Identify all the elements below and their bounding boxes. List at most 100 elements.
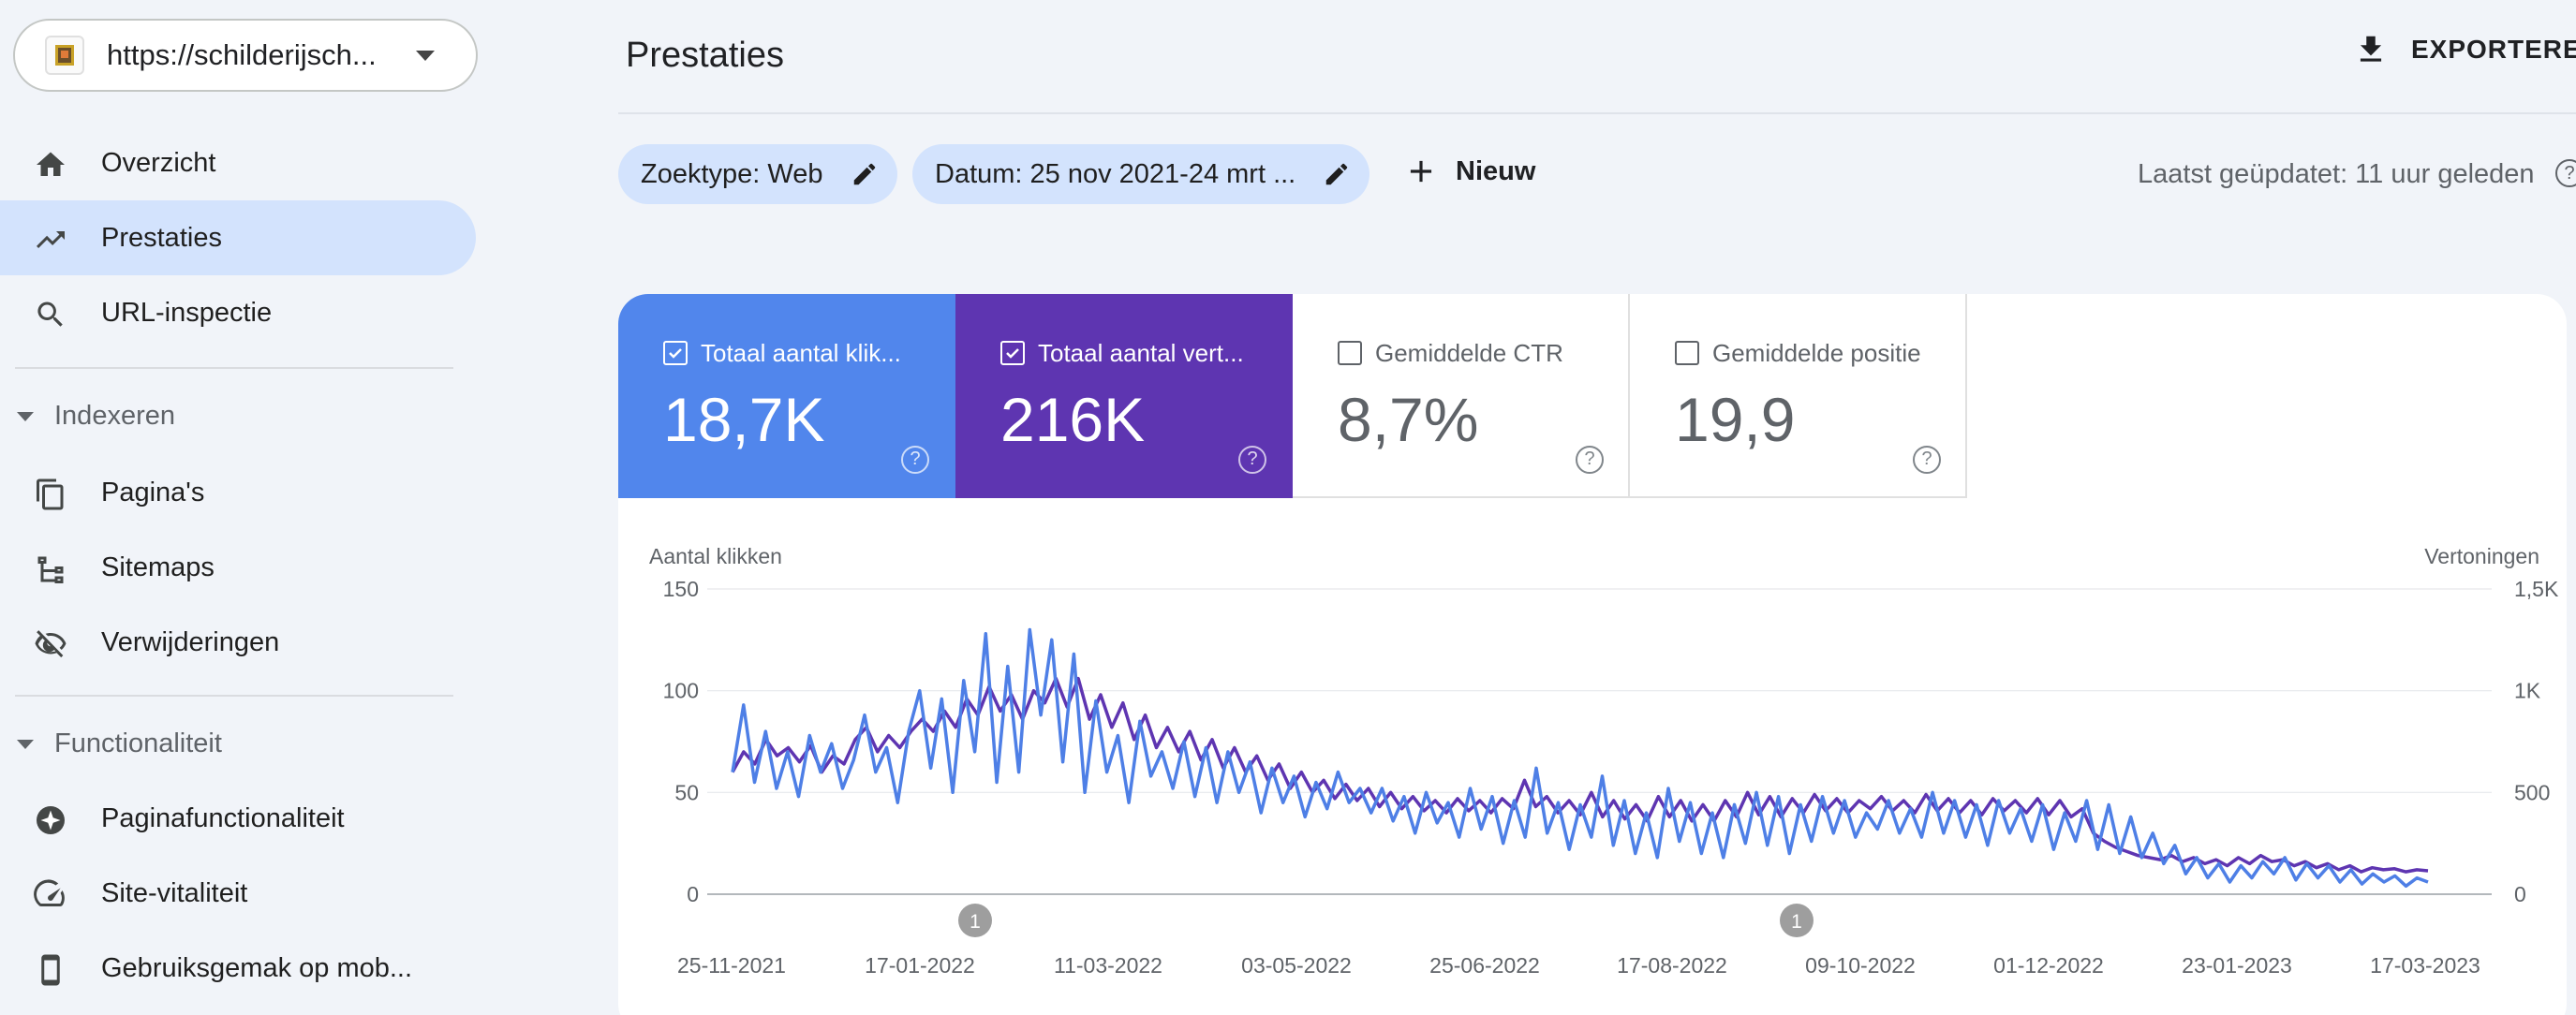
section-label: Indexeren xyxy=(54,401,175,431)
divider xyxy=(15,367,453,369)
metric-label: Totaal aantal klik... xyxy=(701,339,901,367)
metric-value: 19,9 xyxy=(1675,385,1796,454)
metric-average-position[interactable]: Gemiddelde positie 19,9 ? xyxy=(1630,294,1967,498)
caret-down-icon xyxy=(17,739,34,749)
sparkle-icon xyxy=(34,803,67,837)
section-label: Functionaliteit xyxy=(54,728,222,758)
x-axis-tick: 11-03-2022 xyxy=(1054,953,1162,978)
chip-label: Datum: 25 nov 2021-24 mrt ... xyxy=(935,158,1296,189)
phone-icon xyxy=(34,953,67,987)
sitemap-icon xyxy=(34,552,67,586)
metric-total-impressions[interactable]: Totaal aantal vert... 216K ? xyxy=(955,294,1293,498)
sidebar-item-label: URL-inspectie xyxy=(101,297,273,328)
new-filter-button[interactable]: Nieuw xyxy=(1403,154,1535,189)
search-icon xyxy=(34,298,67,331)
property-logo xyxy=(45,36,84,75)
checkbox-checked-icon[interactable] xyxy=(663,341,688,365)
annotation-label: 1 xyxy=(970,911,981,933)
section-indexeren[interactable]: Indexeren xyxy=(17,401,175,432)
x-axis-tick: 23-01-2023 xyxy=(2182,953,2292,978)
sidebar-item-overzicht[interactable]: Overzicht xyxy=(0,125,476,200)
sidebar-item-url-inspectie[interactable]: URL-inspectie xyxy=(0,275,476,350)
x-axis-tick: 03-05-2022 xyxy=(1241,953,1352,978)
performance-chart: Aantal klikken Vertoningen 0 0 50 500 100 1K 150… xyxy=(649,544,2559,978)
export-label: EXPORTEREN xyxy=(2411,35,2576,64)
sidebar: https://schilderijsch... Overzicht Prest… xyxy=(0,0,495,1015)
chevron-down-icon xyxy=(416,51,435,61)
sidebar-item-label: Paginafunctionaliteit xyxy=(101,802,345,833)
download-icon xyxy=(2360,36,2382,62)
edit-icon[interactable] xyxy=(851,160,879,188)
x-axis-tick: 25-06-2022 xyxy=(1429,953,1540,978)
divider xyxy=(15,695,453,697)
x-axis-tick: 17-03-2023 xyxy=(2370,953,2480,978)
sidebar-item-label: Overzicht xyxy=(101,147,216,178)
metric-value: 216K xyxy=(1000,385,1146,454)
filter-chip-zoektype[interactable]: Zoektype: Web xyxy=(618,144,897,204)
page-title: Prestaties xyxy=(626,36,784,75)
sidebar-item-label: Gebruiksgemak op mob... xyxy=(101,952,413,983)
y-axis-right-tick: 0 xyxy=(2514,882,2526,906)
performance-card: Totaal aantal klik... 18,7K ? Totaal aan… xyxy=(618,294,2567,1015)
filter-chip-datum[interactable]: Datum: 25 nov 2021-24 mrt ... xyxy=(912,144,1369,204)
help-icon[interactable]: ? xyxy=(2555,159,2576,187)
x-axis-tick: 25-11-2021 xyxy=(677,953,786,978)
header-divider xyxy=(618,112,2576,114)
x-axis-tick: 01-12-2022 xyxy=(1993,953,2104,978)
y-axis-right-tick: 500 xyxy=(2514,780,2550,804)
sidebar-item-prestaties[interactable]: Prestaties xyxy=(0,200,476,275)
checkbox-checked-icon[interactable] xyxy=(1000,341,1025,365)
home-icon xyxy=(34,148,67,182)
series-line-0 xyxy=(731,627,2429,889)
property-selector[interactable]: https://schilderijsch... xyxy=(13,19,478,92)
eye-off-icon xyxy=(34,627,67,661)
sidebar-item-paginas[interactable]: Pagina's xyxy=(0,455,476,530)
y-axis-left-title: Aantal klikken xyxy=(649,544,782,568)
sidebar-item-label: Pagina's xyxy=(101,477,205,508)
y-axis-right-tick: 1K xyxy=(2514,679,2541,703)
sidebar-item-gebruiksgemak[interactable]: Gebruiksgemak op mob... xyxy=(0,931,476,1006)
speedometer-icon xyxy=(34,878,67,912)
x-axis-tick: 09-10-2022 xyxy=(1805,953,1916,978)
y-axis-left-tick: 100 xyxy=(663,679,699,703)
help-icon[interactable]: ? xyxy=(901,446,929,474)
sidebar-item-site-vitaliteit[interactable]: Site-vitaliteit xyxy=(0,856,476,931)
annotation-marker xyxy=(958,904,992,937)
y-axis-left-tick: 150 xyxy=(663,577,699,601)
trending-up-icon xyxy=(34,223,67,257)
help-icon[interactable]: ? xyxy=(1576,446,1604,474)
metric-value: 18,7K xyxy=(663,385,825,454)
help-icon[interactable]: ? xyxy=(1238,446,1266,474)
sidebar-item-sitemaps[interactable]: Sitemaps xyxy=(0,530,476,605)
pages-icon xyxy=(34,478,67,511)
annotation-label: 1 xyxy=(1791,911,1802,933)
y-axis-left-tick: 50 xyxy=(674,780,699,804)
sidebar-item-label: Prestaties xyxy=(101,222,222,253)
edit-icon[interactable] xyxy=(1323,160,1351,188)
sidebar-item-label: Sitemaps xyxy=(101,552,215,582)
metric-value: 8,7% xyxy=(1338,385,1479,454)
metric-total-clicks[interactable]: Totaal aantal klik... 18,7K ? xyxy=(618,294,955,498)
annotation-marker xyxy=(1780,904,1814,937)
metric-average-ctr[interactable]: Gemiddelde CTR 8,7% ? xyxy=(1293,294,1630,498)
caret-down-icon xyxy=(17,411,34,421)
checkbox-unchecked-icon[interactable] xyxy=(1675,341,1699,365)
x-axis-tick: 17-01-2022 xyxy=(865,953,975,978)
series-line-1 xyxy=(731,676,2429,874)
export-button[interactable]: EXPORTEREN xyxy=(2353,32,2576,67)
checkbox-unchecked-icon[interactable] xyxy=(1338,341,1362,365)
sidebar-item-paginafunctionaliteit[interactable]: Paginafunctionaliteit xyxy=(0,781,476,856)
section-functionaliteit[interactable]: Functionaliteit xyxy=(17,728,222,759)
last-updated-text: Laatst geüpdatet: 11 uur geleden xyxy=(2138,159,2535,189)
property-url: https://schilderijsch... xyxy=(107,38,377,71)
sidebar-item-verwijderingen[interactable]: Verwijderingen xyxy=(0,605,476,680)
x-axis-tick: 17-08-2022 xyxy=(1617,953,1727,978)
sidebar-item-label: Site-vitaliteit xyxy=(101,877,248,908)
metric-label: Totaal aantal vert... xyxy=(1038,339,1244,367)
metric-label: Gemiddelde positie xyxy=(1712,339,1921,367)
new-filter-label: Nieuw xyxy=(1456,155,1536,186)
plus-icon xyxy=(1410,160,1432,183)
y-axis-left-tick: 0 xyxy=(687,882,699,906)
metric-label: Gemiddelde CTR xyxy=(1375,339,1563,367)
help-icon[interactable]: ? xyxy=(1913,446,1941,474)
